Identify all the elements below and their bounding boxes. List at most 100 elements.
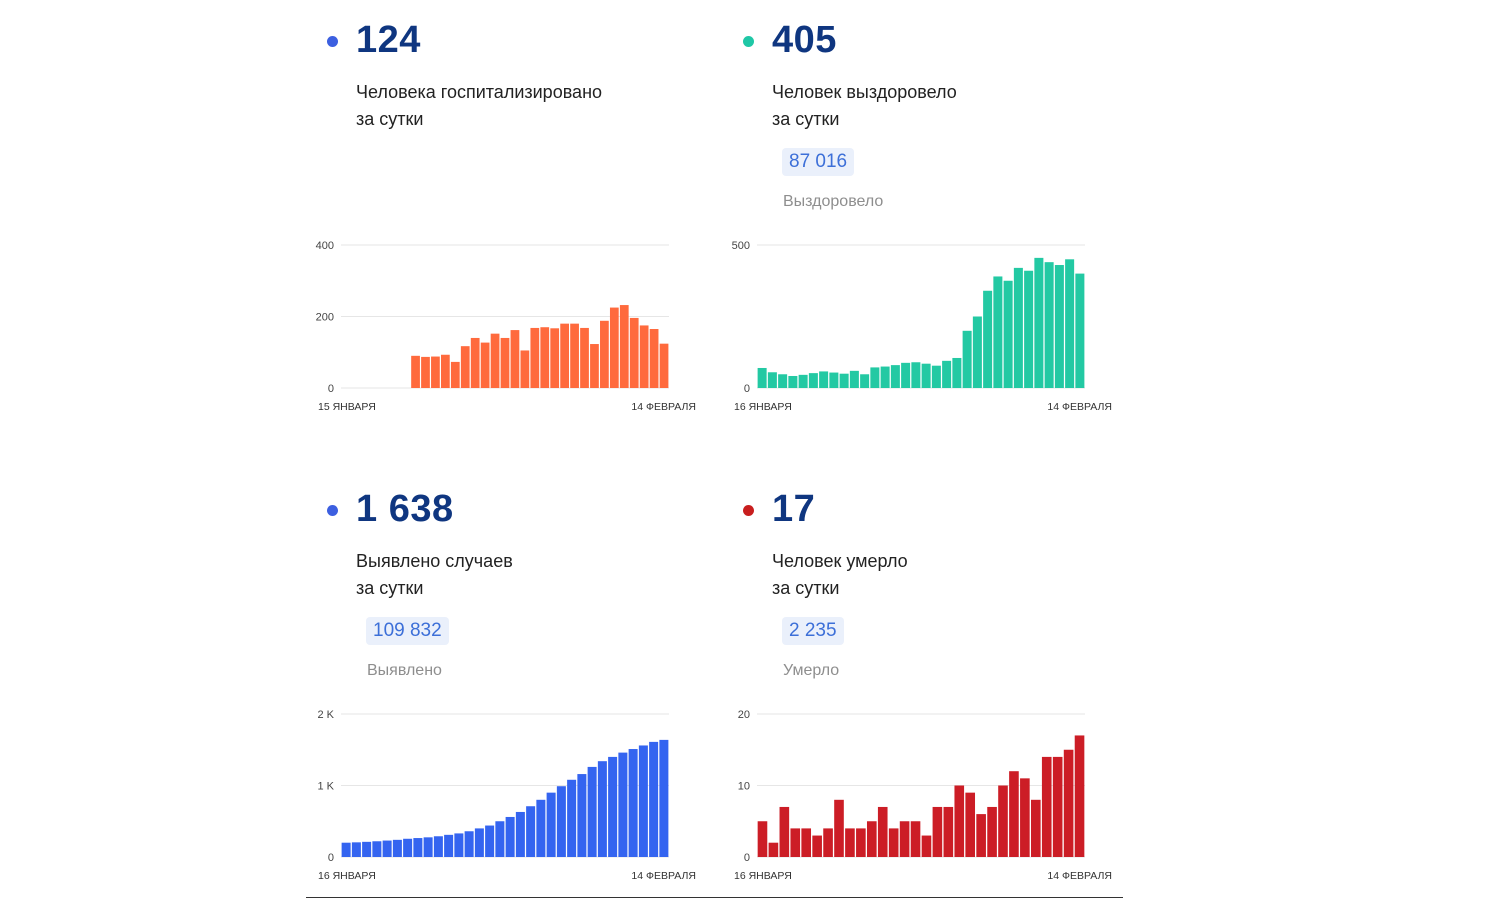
bar <box>597 761 607 857</box>
bar <box>987 806 997 857</box>
bar <box>590 344 599 388</box>
desc-line-1: Человека госпитализировано <box>356 82 603 102</box>
card-cases: 1 638 Выявлено случаев за сутки 109 832 … <box>306 474 706 914</box>
bar <box>899 821 910 857</box>
bar <box>801 828 812 857</box>
bar <box>1074 735 1085 857</box>
bar <box>1065 259 1075 388</box>
cases-description: Выявлено случаев за сутки <box>356 548 513 602</box>
x-start-label: 16 ЯНВАРЯ <box>734 870 792 882</box>
bar <box>952 357 962 388</box>
bar <box>619 305 629 388</box>
bar <box>823 828 833 857</box>
bar <box>577 774 587 857</box>
bar <box>890 365 900 388</box>
bar <box>362 841 372 857</box>
red-dot-icon <box>743 505 754 516</box>
bar <box>834 799 844 857</box>
bar <box>856 828 866 857</box>
bar <box>998 785 1008 857</box>
bar <box>778 374 788 388</box>
recovered-description: Человек выздоровело за сутки <box>772 79 957 133</box>
bar <box>866 821 877 857</box>
bar <box>962 330 972 388</box>
bar <box>480 342 490 388</box>
bar <box>556 786 566 857</box>
blue-dot-icon <box>327 36 338 47</box>
bar <box>500 337 510 388</box>
bar <box>768 842 779 857</box>
desc-line-1: Человек умерло <box>772 551 908 571</box>
bar <box>495 821 505 857</box>
bar <box>510 330 520 388</box>
bar <box>530 327 540 388</box>
bar <box>587 766 597 857</box>
bar <box>580 327 589 388</box>
cases-value: 1 638 <box>356 488 454 530</box>
bar <box>392 839 402 857</box>
bar <box>600 320 609 388</box>
bar <box>618 752 628 857</box>
y-tick-label: 2 K <box>317 709 334 721</box>
card-recovered: 405 Человек выздоровело за сутки 87 016 … <box>722 5 1122 445</box>
teal-dot-icon <box>743 36 754 47</box>
bar <box>433 836 443 857</box>
x-end-label: 14 ФЕВРАЛЯ <box>631 870 696 882</box>
bar <box>540 327 550 388</box>
bar <box>779 806 790 857</box>
bar <box>954 785 965 857</box>
bar <box>757 367 767 388</box>
y-tick-label: 200 <box>316 312 334 324</box>
bar <box>1054 265 1064 388</box>
bar <box>849 370 859 388</box>
bar <box>659 343 669 388</box>
desc-line-2: за сутки <box>356 109 424 129</box>
bar <box>413 838 423 857</box>
bar <box>536 799 546 857</box>
cases-total-label: Выявлено <box>367 662 442 679</box>
bar <box>454 833 464 857</box>
bar <box>403 838 413 857</box>
recovered-total-badge: 87 016 <box>782 148 855 176</box>
bar <box>460 346 470 388</box>
bar <box>877 806 888 857</box>
hospitalized-chart: 0 200 400 15 ЯНВАРЯ 14 ФЕВРАЛЯ <box>316 240 696 413</box>
bar <box>943 806 954 857</box>
bar <box>790 828 801 857</box>
bar <box>788 375 798 388</box>
bar <box>1041 756 1052 857</box>
bar <box>515 811 525 857</box>
cases-total-badge: 109 832 <box>366 617 449 645</box>
bar <box>1003 280 1013 388</box>
bar <box>649 741 659 857</box>
bar <box>411 355 420 388</box>
bar <box>1013 267 1023 388</box>
bar <box>845 828 855 857</box>
bar <box>767 372 777 388</box>
y-tick-label: 500 <box>732 240 750 252</box>
y-tick-label: 0 <box>328 852 334 864</box>
desc-line-1: Выявлено случаев <box>356 551 513 571</box>
y-tick-label: 1 K <box>317 781 334 793</box>
bar <box>382 840 392 857</box>
bar <box>474 828 484 857</box>
bar <box>639 325 649 388</box>
bar <box>976 814 986 857</box>
bar <box>812 835 822 857</box>
bar <box>942 360 952 388</box>
recovered-chart: 0 500 16 ЯНВАРЯ 14 ФЕВРАЛЯ <box>732 240 1112 413</box>
bar <box>993 276 1003 388</box>
bar <box>659 739 669 857</box>
desc-line-2: за сутки <box>356 578 424 598</box>
deaths-value: 17 <box>772 488 816 530</box>
bar <box>921 835 932 857</box>
bar <box>570 323 579 388</box>
bar <box>1063 749 1074 857</box>
bar <box>450 361 460 388</box>
bar <box>880 366 890 388</box>
bar <box>464 831 474 857</box>
bar <box>808 373 818 388</box>
bar <box>1020 778 1030 857</box>
card-deaths: 17 Человек умерло за сутки 2 235 Умерло … <box>722 474 1122 914</box>
bar <box>490 333 500 388</box>
